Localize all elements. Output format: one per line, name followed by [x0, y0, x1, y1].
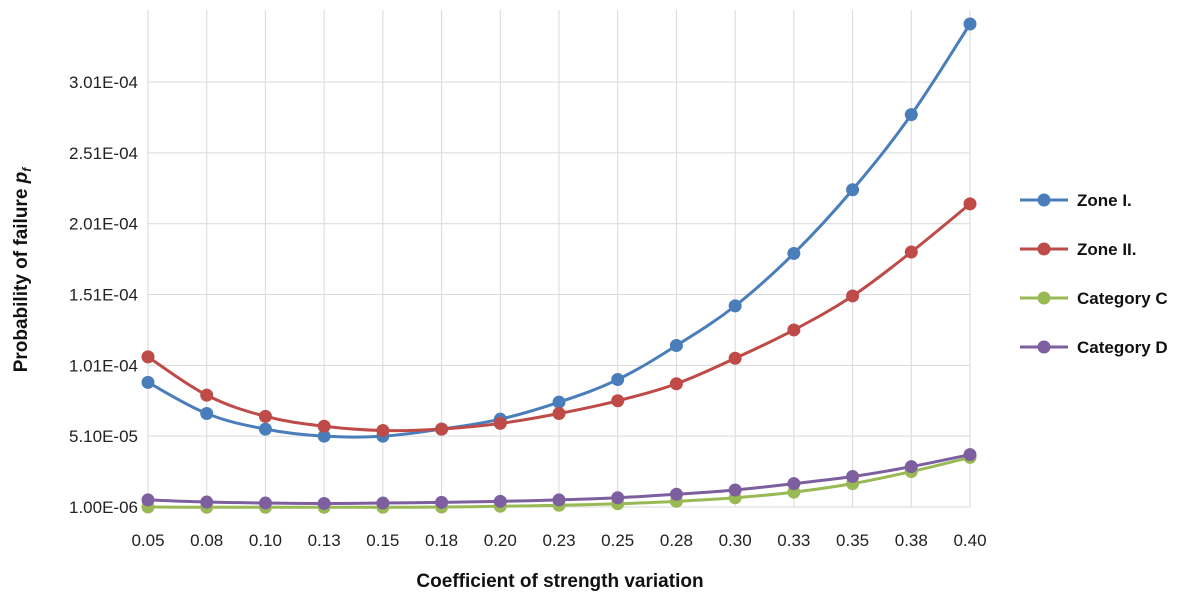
data-point — [435, 423, 448, 436]
y-tick-label: 5.10E-05 — [69, 427, 138, 446]
y-axis-title-subscript: f — [20, 167, 34, 172]
data-point — [318, 497, 331, 510]
y-tick-label: 3.01E-04 — [69, 73, 138, 92]
legend-swatch-marker — [1038, 341, 1051, 354]
data-point — [611, 373, 624, 386]
data-point — [905, 246, 918, 259]
data-point — [142, 376, 155, 389]
y-axis-title: Probability of failure pf — [11, 167, 34, 373]
legend-item: Category C — [1020, 289, 1168, 308]
y-tick-label: 2.01E-04 — [69, 215, 138, 234]
legend-label: Zone I. — [1077, 191, 1132, 210]
grid-lines — [148, 10, 970, 507]
data-point — [787, 477, 800, 490]
x-tick-label: 0.40 — [953, 531, 986, 550]
legend-swatch-marker — [1038, 243, 1051, 256]
x-tick-label: 0.23 — [542, 531, 575, 550]
data-point — [611, 394, 624, 407]
x-tick-label: 0.05 — [131, 531, 164, 550]
legend-item: Category D — [1020, 338, 1168, 357]
data-point — [142, 493, 155, 506]
data-point — [964, 448, 977, 461]
data-point — [611, 491, 624, 504]
y-tick-label: 1.00E-06 — [69, 498, 138, 517]
data-point — [494, 417, 507, 430]
legend-item: Zone I. — [1020, 191, 1132, 210]
x-tick-label: 0.38 — [895, 531, 928, 550]
x-tick-label: 0.35 — [836, 531, 869, 550]
data-point — [142, 350, 155, 363]
data-point — [729, 352, 742, 365]
legend-label: Category C — [1077, 289, 1168, 308]
data-point — [259, 410, 272, 423]
x-tick-label: 0.13 — [308, 531, 341, 550]
legend-label: Category D — [1077, 338, 1168, 357]
x-tick-label: 0.15 — [366, 531, 399, 550]
legend: Zone I. Zone II. Category C Category D — [1020, 191, 1168, 357]
data-point — [670, 488, 683, 501]
y-tick-label: 2.51E-04 — [69, 144, 138, 163]
data-point — [553, 407, 566, 420]
x-tick-label: 0.33 — [777, 531, 810, 550]
x-tick-label: 0.08 — [190, 531, 223, 550]
x-tick-label: 0.30 — [719, 531, 752, 550]
data-point — [670, 377, 683, 390]
legend-label: Zone II. — [1077, 240, 1137, 259]
x-tick-label: 0.25 — [601, 531, 634, 550]
x-tick-label: 0.10 — [249, 531, 282, 550]
data-point — [259, 497, 272, 510]
data-point — [846, 183, 859, 196]
y-tick-label: 1.01E-04 — [69, 356, 138, 375]
data-point — [787, 247, 800, 260]
legend-item: Zone II. — [1020, 240, 1137, 259]
data-point — [846, 289, 859, 302]
x-tick-labels: 0.05 0.08 0.10 0.13 0.15 0.18 0.20 0.23 0.25 0.28… — [131, 531, 986, 550]
data-point — [729, 299, 742, 312]
x-axis-title: Coefficient of strength variation — [416, 571, 703, 592]
y-tick-label: 1.51E-04 — [69, 286, 138, 305]
data-point — [318, 420, 331, 433]
x-tick-label: 0.18 — [425, 531, 458, 550]
legend-swatch-marker — [1038, 194, 1051, 207]
x-tick-label: 0.20 — [484, 531, 517, 550]
data-point — [670, 339, 683, 352]
data-point — [905, 460, 918, 473]
data-point — [553, 396, 566, 409]
data-point — [494, 495, 507, 508]
data-point — [729, 484, 742, 497]
data-point — [200, 407, 213, 420]
data-point — [435, 496, 448, 509]
data-point — [376, 497, 389, 510]
data-point — [964, 197, 977, 210]
x-tick-label: 0.28 — [660, 531, 693, 550]
legend-swatch-marker — [1038, 292, 1051, 305]
data-point — [200, 389, 213, 402]
y-axis-title-symbol: p — [11, 172, 32, 185]
data-point — [376, 424, 389, 437]
data-point — [905, 108, 918, 121]
data-point — [259, 423, 272, 436]
data-point — [964, 18, 977, 31]
data-point — [553, 493, 566, 506]
y-tick-labels: 1.00E-06 5.10E-05 1.01E-04 1.51E-04 2.01E-04… — [69, 73, 138, 517]
data-point — [200, 496, 213, 509]
y-axis-title-text: Probability of failure — [11, 183, 32, 372]
data-point — [846, 470, 859, 483]
data-point — [787, 323, 800, 336]
